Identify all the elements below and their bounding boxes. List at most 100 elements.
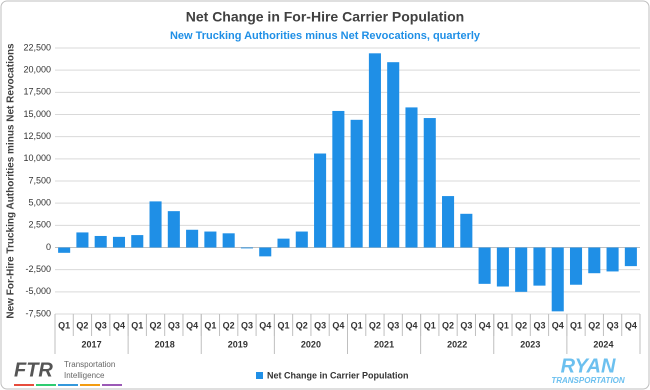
chart-subtitle: New Trucking Authorities minus Net Revoc…	[170, 30, 481, 42]
x-tick-label: Q3	[241, 320, 253, 330]
bar	[533, 247, 546, 286]
x-tick-label: Q3	[460, 320, 472, 330]
x-tick-label: Q1	[570, 320, 582, 330]
x-tick-label: Q3	[314, 320, 326, 330]
bar	[515, 247, 528, 292]
y-tick-label: 7,500	[28, 175, 51, 185]
bar	[112, 236, 126, 248]
y-tick-label: 17,500	[23, 87, 51, 97]
bar	[240, 247, 253, 249]
x-tick-label: Q1	[497, 320, 509, 330]
x-group-label: 2020	[301, 339, 321, 349]
x-tick-label: Q4	[625, 320, 637, 330]
x-tick-label: Q2	[369, 320, 381, 330]
y-tick-label: 15,000	[23, 109, 51, 119]
bar	[405, 107, 418, 248]
logo-stripe	[102, 384, 122, 386]
bar	[277, 238, 290, 248]
ftr-text: Transportation	[64, 360, 115, 369]
logo-stripe	[80, 384, 100, 386]
x-group-label: 2017	[82, 339, 102, 349]
x-group-label: 2023	[520, 339, 540, 349]
x-tick-label: Q3	[607, 320, 619, 330]
x-tick-label: Q1	[278, 320, 290, 330]
bar	[350, 119, 363, 248]
ryan-logo: RYAN	[561, 355, 616, 377]
bar	[76, 232, 89, 248]
x-tick-label: Q4	[479, 320, 491, 330]
y-tick-label: 5,000	[28, 198, 51, 208]
x-tick-label: Q4	[259, 320, 271, 330]
x-group-label: 2022	[447, 339, 467, 349]
bar	[222, 233, 235, 248]
x-tick-label: Q1	[351, 320, 363, 330]
logo-stripe	[14, 384, 34, 386]
x-tick-label: Q4	[332, 320, 344, 330]
y-tick-label: 22,500	[23, 42, 51, 52]
legend-label: Net Change in Carrier Population	[267, 370, 409, 380]
bar	[588, 247, 601, 274]
bar	[442, 196, 455, 248]
y-tick-label: -2,500	[25, 264, 51, 274]
bar	[204, 231, 217, 248]
x-tick-label: Q1	[424, 320, 436, 330]
bar	[569, 247, 583, 285]
bar	[94, 235, 107, 248]
bar	[58, 247, 71, 253]
x-tick-label: Q3	[95, 320, 107, 330]
y-tick-label: 2,500	[28, 220, 51, 230]
y-tick-label: -7,500	[25, 308, 51, 318]
bar	[624, 247, 637, 267]
bar	[131, 235, 144, 248]
x-group-label: 2019	[228, 339, 248, 349]
y-axis-label: New For-Hire Trucking Authorities minus …	[6, 43, 17, 319]
bar	[167, 211, 180, 248]
bar	[332, 110, 345, 248]
x-tick-label: Q4	[113, 320, 125, 330]
y-tick-label: 0	[46, 242, 51, 252]
y-tick-label: 20,000	[23, 65, 51, 75]
legend-swatch	[256, 372, 263, 379]
ryan-sub: TRANSPORTATION	[551, 376, 625, 385]
x-tick-label: Q1	[131, 320, 143, 330]
bar	[368, 53, 381, 248]
bar	[423, 118, 436, 248]
x-tick-label: Q3	[533, 320, 545, 330]
bar	[149, 201, 162, 248]
x-tick-label: Q2	[223, 320, 235, 330]
y-tick-label: 10,000	[23, 153, 51, 163]
bar	[387, 62, 400, 248]
logo-stripe	[36, 384, 56, 386]
x-group-label: 2021	[374, 339, 394, 349]
x-tick-label: Q2	[588, 320, 600, 330]
bar	[460, 213, 473, 248]
bar	[295, 231, 308, 248]
x-tick-label: Q1	[204, 320, 216, 330]
x-tick-label: Q4	[552, 320, 564, 330]
bar	[259, 247, 272, 257]
x-group-label: 2024	[593, 339, 613, 349]
bar	[186, 229, 199, 248]
x-tick-label: Q2	[515, 320, 527, 330]
x-group-label: 2018	[155, 339, 175, 349]
y-tick-label: -5,000	[25, 286, 51, 296]
x-tick-label: Q2	[442, 320, 454, 330]
x-tick-label: Q4	[405, 320, 417, 330]
ftr-text: Intelligence	[64, 371, 105, 380]
x-tick-label: Q2	[76, 320, 88, 330]
bar	[496, 247, 509, 287]
bar	[606, 247, 619, 272]
x-tick-label: Q3	[387, 320, 399, 330]
ftr-logo: FTR	[14, 359, 53, 381]
y-tick-label: 12,500	[23, 131, 51, 141]
logo-stripe	[58, 384, 78, 386]
bar	[551, 247, 564, 312]
x-tick-label: Q3	[168, 320, 180, 330]
chart-title: Net Change in For-Hire Carrier Populatio…	[186, 9, 464, 25]
x-tick-label: Q2	[150, 320, 162, 330]
x-tick-label: Q4	[186, 320, 198, 330]
x-tick-label: Q1	[58, 320, 70, 330]
x-tick-label: Q2	[296, 320, 308, 330]
bar	[314, 153, 327, 248]
